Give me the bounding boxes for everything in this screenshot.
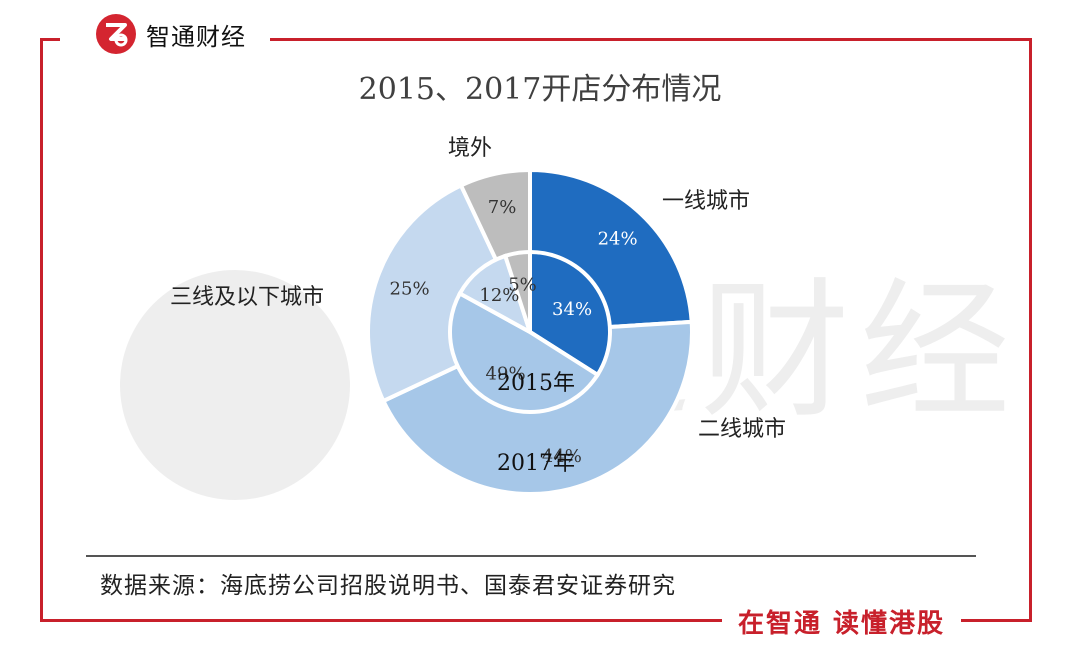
category-label-tier2: 二线城市 bbox=[698, 417, 786, 442]
brand-logo-icon bbox=[96, 14, 136, 54]
category-label-overseas: 境外 bbox=[448, 136, 492, 161]
inner-ring-2015 bbox=[448, 249, 612, 414]
slice-2015-tier2-label: 49% bbox=[486, 363, 526, 384]
category-label-tier1: 一线城市 bbox=[662, 189, 750, 214]
series-label-2015: 2015年 bbox=[497, 371, 575, 396]
source-divider bbox=[86, 555, 976, 557]
chart-title: 2015、2017开店分布情况 bbox=[358, 72, 722, 107]
brand-name: 智通财经 bbox=[146, 22, 246, 51]
frame-left bbox=[40, 38, 43, 622]
brand-header: 智通财经 bbox=[86, 14, 256, 54]
slice-2015-tier2 bbox=[448, 290, 601, 414]
slice-2017-tier2-label: 44% bbox=[542, 446, 582, 467]
slice-2017-overseas-label: 7% bbox=[488, 197, 517, 218]
slice-2015-overseas bbox=[502, 249, 532, 333]
percent-labels: 24% 44% 25% 7% 34% 49% 12%5% bbox=[390, 197, 638, 467]
frame-top-right bbox=[270, 38, 1032, 41]
slice-2017-tier1-label: 24% bbox=[598, 229, 638, 250]
slice-2015-tier3-label: 12% bbox=[479, 285, 519, 306]
slogan: 在智通 读懂港股 bbox=[722, 603, 962, 640]
frame-top-left bbox=[40, 38, 60, 41]
category-label-tier3: 三线及以下城市 bbox=[170, 285, 324, 310]
series-label-2017: 2017年 bbox=[497, 451, 575, 476]
frame-right bbox=[1029, 38, 1032, 622]
slice-2015-overseas-label: 5% bbox=[508, 275, 537, 296]
source-note: 数据来源：海底捞公司招股说明书、国泰君安证券研究 bbox=[100, 573, 676, 599]
slice-2017-tier3-label: 25% bbox=[390, 279, 430, 300]
frame-bottom bbox=[40, 619, 1032, 622]
watermark-logo bbox=[120, 270, 350, 500]
slice-2015-tier1-label: 34% bbox=[552, 299, 592, 320]
